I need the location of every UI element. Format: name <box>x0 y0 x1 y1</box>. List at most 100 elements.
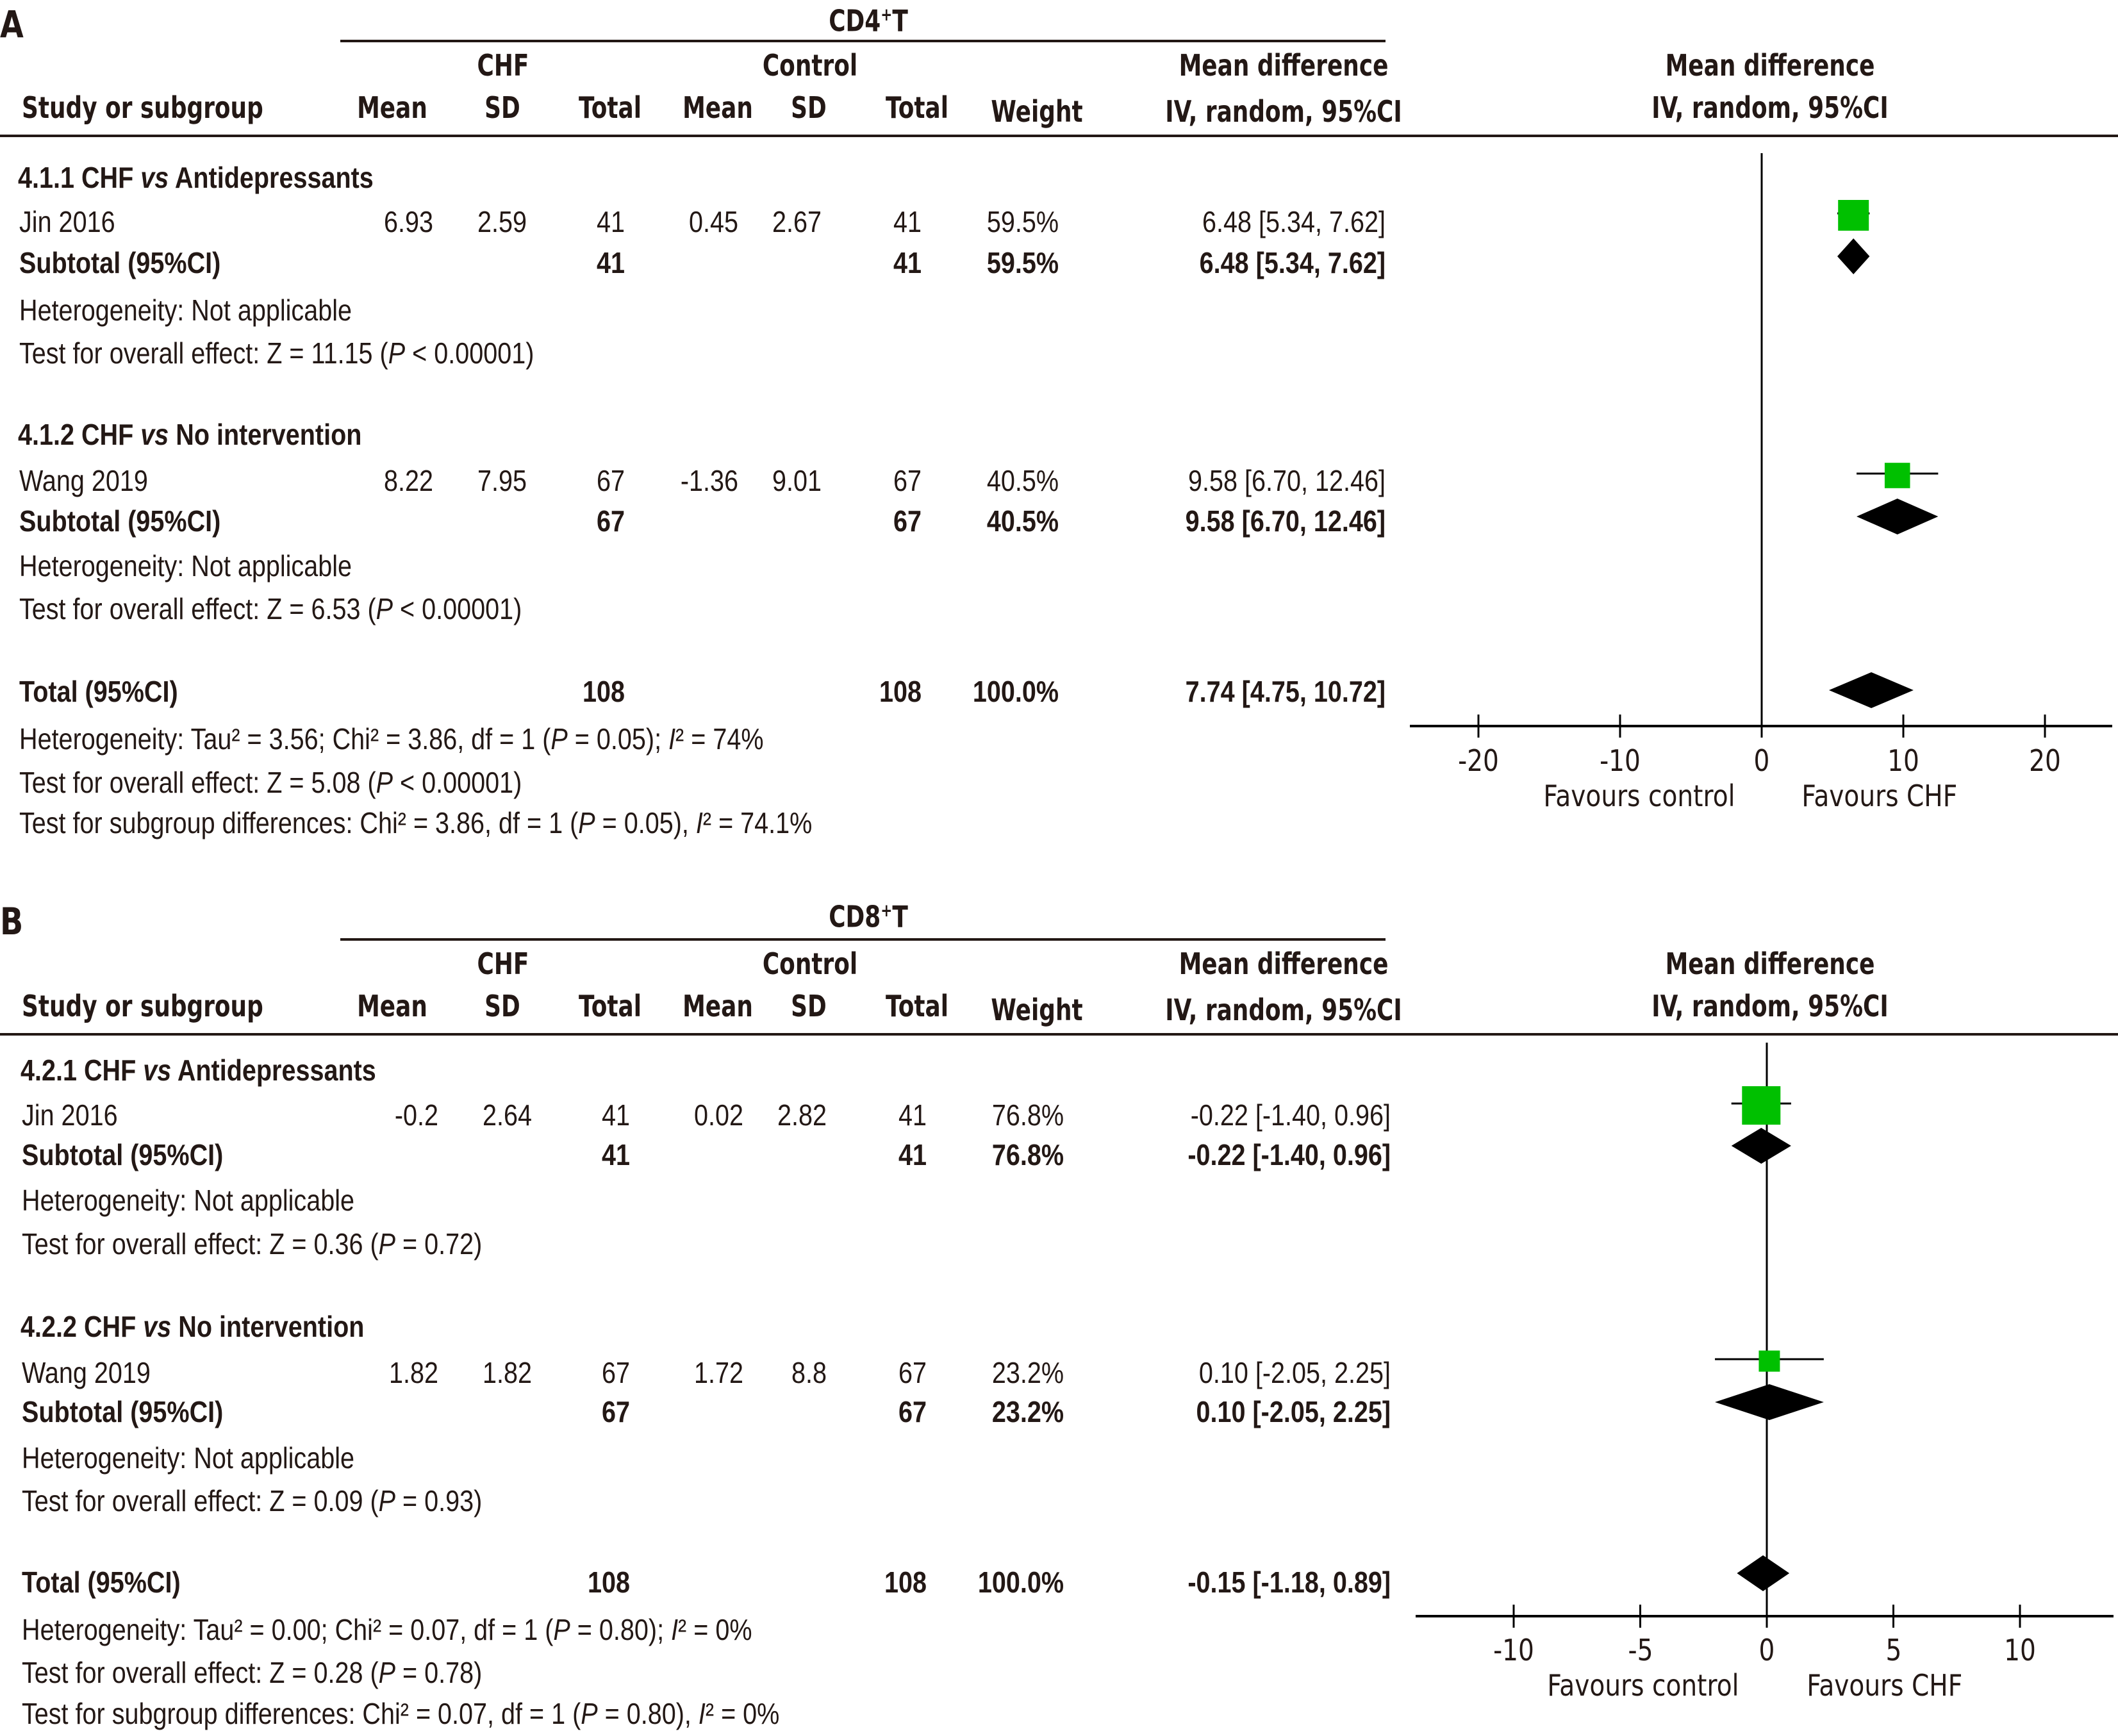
pooled-effect-diamond <box>1737 1555 1790 1591</box>
total-label: Total (95%CI) <box>22 1566 181 1599</box>
pooled-effect-diamond <box>1828 672 1914 708</box>
subtotal-weight: 40.5% <box>986 504 1059 538</box>
subtotal-chf-total: 67 <box>596 504 625 538</box>
study-column-header: Study or subgroup <box>22 989 263 1023</box>
control-mean-header: Mean <box>683 90 753 125</box>
study-ctl-sd: 9.01 <box>772 464 822 497</box>
control-sd-header: SD <box>791 989 827 1023</box>
study-effect-square <box>1884 463 1910 488</box>
total-overall-effect: Test for overall effect: Z = 5.08 (P < 0… <box>19 768 522 797</box>
subgroup-heterogeneity: Heterogeneity: Not applicable <box>22 1441 354 1475</box>
subtotal-ci: -0.22 [-1.40, 0.96] <box>1187 1138 1391 1171</box>
study-ctl-total: 67 <box>893 464 922 497</box>
subgroup-label-vs: vs <box>140 161 169 194</box>
p-symbol: P <box>378 1484 396 1517</box>
study-chf-sd: 2.64 <box>483 1098 532 1132</box>
study-ci: 9.58 [6.70, 12.46] <box>1188 464 1386 497</box>
study-ctl-sd: 8.8 <box>791 1356 827 1389</box>
study-chf-sd: 2.59 <box>477 205 527 238</box>
axis-tick-label: -5 <box>1628 1633 1653 1667</box>
study-name: Jin 2016 <box>22 1098 118 1132</box>
control-group-header: Control <box>762 48 858 83</box>
subgroup-label-vs: vs <box>143 1054 172 1087</box>
total-heterogeneity: Heterogeneity: Tau² = 0.00; Chi² = 0.07,… <box>22 1615 752 1644</box>
header-separator-rule <box>0 1033 2118 1036</box>
subgroup-label-prefix: 4.2.1 CHF <box>21 1054 144 1087</box>
title-suffix: T <box>892 899 908 934</box>
subgroup-heading: 4.2.2 CHF vs No intervention <box>21 1312 364 1341</box>
study-ctl-mean: 0.45 <box>689 205 738 238</box>
total-ctl-total: 108 <box>879 675 922 708</box>
subgroup-heading: 4.1.1 CHF vs Antidepressants <box>18 163 374 192</box>
p-symbol: P <box>388 336 406 370</box>
study-weight: 76.8% <box>991 1098 1064 1132</box>
subgroup-label-suffix: No intervention <box>169 418 362 451</box>
i-squared-symbol: I <box>671 1613 679 1646</box>
subtotal-ci: 6.48 [5.34, 7.62] <box>1199 246 1386 279</box>
favours-chf-label: Favours CHF <box>1807 1668 1963 1703</box>
diff-text: Test for subgroup differences: Chi² = 0.… <box>22 1697 581 1730</box>
subgroup-overall-effect: Test for overall effect: Z = 6.53 (P < 0… <box>19 594 522 624</box>
subtotal-label: Subtotal (95%CI) <box>19 504 221 538</box>
study-ctl-mean: 0.02 <box>694 1098 743 1132</box>
md-plot-header: Mean difference <box>1665 947 1875 981</box>
subgroup-differences-test: Test for subgroup differences: Chi² = 0.… <box>22 1699 779 1728</box>
control-mean-header: Mean <box>683 989 753 1023</box>
study-ctl-sd: 2.82 <box>777 1098 827 1132</box>
het-text: Heterogeneity: Tau² = 3.56; Chi² = 3.86,… <box>19 722 551 756</box>
study-weight: 40.5% <box>986 464 1059 497</box>
axis-tick-label: 20 <box>2029 743 2061 778</box>
control-group-header: Control <box>762 947 858 981</box>
p-symbol: P <box>578 806 595 839</box>
study-ctl-mean: 1.72 <box>694 1356 743 1389</box>
header-top-rule <box>340 938 1386 941</box>
het-text-end: ² = 74% <box>675 722 764 756</box>
study-chf-total: 67 <box>596 464 625 497</box>
study-chf-total: 41 <box>596 205 625 238</box>
subtotal-ctl-total: 41 <box>898 1138 927 1171</box>
axis-tick-label: -10 <box>1600 743 1641 778</box>
total-label: Total (95%CI) <box>19 675 178 708</box>
p-symbol: P <box>376 766 393 799</box>
header-separator-rule <box>0 135 2118 137</box>
study-ci: -0.22 [-1.40, 0.96] <box>1190 1098 1391 1132</box>
subtotal-ctl-total: 41 <box>893 246 922 279</box>
pooled-effect-diamond <box>1731 1128 1791 1164</box>
study-effect-square <box>1838 200 1869 231</box>
study-ctl-total: 41 <box>898 1098 927 1132</box>
subtotal-chf-total: 67 <box>601 1395 630 1428</box>
title-sup: + <box>881 4 893 25</box>
p-symbol: P <box>378 1656 396 1689</box>
total-ctl-total: 108 <box>884 1566 927 1599</box>
study-chf-total: 41 <box>601 1098 630 1132</box>
study-weight: 23.2% <box>991 1356 1064 1389</box>
total-overall-effect: Test for overall effect: Z = 0.28 (P = 0… <box>22 1658 482 1687</box>
axis-tick-label: 5 <box>1885 1633 1901 1667</box>
study-effect-square <box>1758 1350 1780 1372</box>
md-table-header: Mean difference <box>1179 947 1389 981</box>
subgroup-overall-effect: Test for overall effect: Z = 0.09 (P = 0… <box>22 1486 482 1516</box>
study-ctl-total: 41 <box>893 205 922 238</box>
pooled-effect-diamond <box>1857 499 1939 534</box>
subgroup-heading: 4.1.2 CHF vs No intervention <box>18 420 361 449</box>
chf-total-header: Total <box>578 90 642 125</box>
subgroup-overall-effect: Test for overall effect: Z = 11.15 (P < … <box>19 338 534 368</box>
overall-text: Test for overall effect: Z = 11.15 ( <box>19 336 388 370</box>
subgroup-label-suffix: Antidepressants <box>171 1054 376 1087</box>
total-chf-total: 108 <box>587 1566 630 1599</box>
control-total-header: Total <box>885 989 949 1023</box>
subgroup-heterogeneity: Heterogeneity: Not applicable <box>19 549 352 583</box>
het-text-mid: = 0.05); <box>567 722 669 756</box>
total-chf-total: 108 <box>582 675 625 708</box>
subgroup-label-prefix: 4.1.2 CHF <box>18 418 141 451</box>
favours-control-label: Favours control <box>1547 1668 1739 1703</box>
subtotal-ci: 0.10 [-2.05, 2.25] <box>1196 1395 1391 1428</box>
subgroup-label-vs: vs <box>140 418 169 451</box>
axis-tick-label: 0 <box>1758 1633 1775 1667</box>
md-method-header: IV, random, 95%CI <box>1165 94 1402 129</box>
study-effect-square <box>1742 1086 1781 1125</box>
overall-text: Test for overall effect: Z = 6.53 ( <box>19 592 376 625</box>
favours-chf-label: Favours CHF <box>1801 779 1958 813</box>
axis-tick-label: 0 <box>1753 743 1770 778</box>
